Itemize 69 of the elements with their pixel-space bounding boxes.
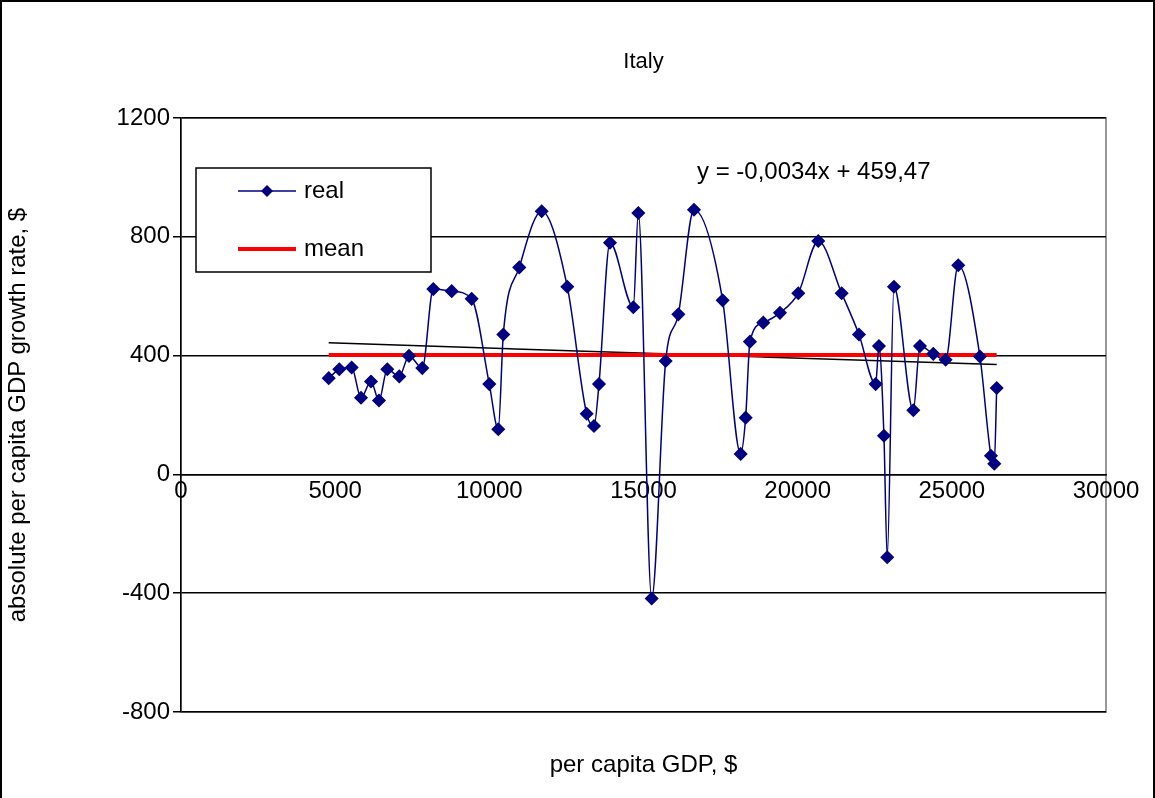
- x-tick-label: 10000: [455, 476, 523, 504]
- point: [880, 550, 894, 565]
- point: [913, 339, 927, 353]
- point: [791, 286, 806, 300]
- point: [402, 349, 416, 363]
- point: [426, 282, 441, 296]
- point: [631, 206, 646, 220]
- legend-label: mean: [304, 233, 365, 261]
- point: [987, 456, 1002, 471]
- point: [834, 286, 849, 300]
- point: [989, 381, 1004, 395]
- point: [491, 422, 506, 437]
- point: [415, 361, 430, 375]
- y-tick-label: 0: [156, 459, 170, 487]
- point: [482, 377, 497, 391]
- point: [321, 371, 336, 385]
- point: [811, 234, 826, 248]
- point: [626, 300, 641, 314]
- x-tick-label: 25000: [918, 476, 986, 504]
- point: [671, 307, 686, 322]
- point: [579, 407, 594, 421]
- point: [743, 334, 757, 349]
- point: [603, 235, 617, 250]
- point: [560, 279, 575, 294]
- x-tick-label: 30000: [1072, 476, 1140, 504]
- point: [715, 293, 730, 308]
- y-tick-label: -800: [121, 696, 170, 724]
- point: [887, 279, 901, 294]
- point: [756, 315, 771, 330]
- point: [868, 377, 883, 391]
- point: [733, 447, 748, 461]
- point: [534, 204, 549, 219]
- point: [658, 354, 673, 368]
- point: [687, 203, 701, 217]
- y-tick-label: -400: [121, 577, 170, 605]
- point: [344, 360, 359, 375]
- point: [872, 339, 886, 353]
- point: [738, 410, 753, 425]
- point: [512, 260, 527, 275]
- y-tick-label: 800: [129, 221, 170, 249]
- y-tick-label: 1200: [116, 102, 170, 130]
- x-axis-title: per capita GDP, $: [549, 749, 738, 777]
- point: [852, 327, 866, 342]
- y-axis-title: absolute per capita GDP growth rate, $: [3, 207, 31, 623]
- point: [592, 377, 606, 391]
- point: [354, 391, 368, 405]
- point: [444, 284, 459, 298]
- point: [496, 327, 511, 342]
- point: [973, 349, 987, 364]
- y-tick-label: 400: [129, 340, 170, 368]
- point: [332, 362, 347, 377]
- point: [773, 306, 787, 320]
- point: [380, 362, 395, 377]
- x-tick-label: 5000: [308, 476, 362, 504]
- point: [644, 591, 659, 606]
- point: [587, 419, 601, 433]
- point: [464, 292, 479, 306]
- point: [938, 353, 953, 367]
- chart-title: Italy: [623, 48, 664, 74]
- point: [364, 374, 378, 389]
- legend-label: real: [304, 175, 345, 203]
- point: [372, 393, 386, 408]
- point: [877, 429, 891, 443]
- point: [906, 403, 921, 417]
- x-tick-label: 20000: [764, 476, 832, 504]
- annotation: y = -0,0034x + 459,47: [697, 156, 931, 184]
- point: [951, 258, 965, 273]
- point: [392, 369, 407, 384]
- point: [926, 347, 941, 361]
